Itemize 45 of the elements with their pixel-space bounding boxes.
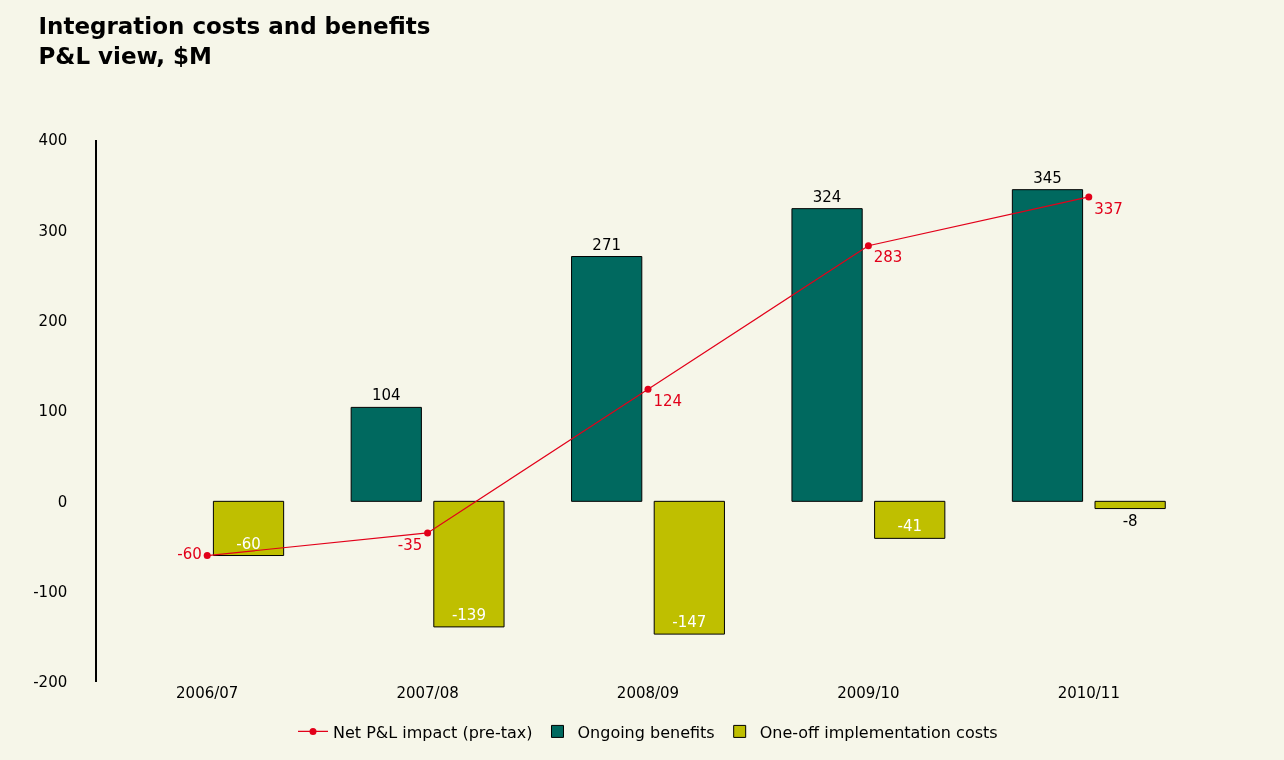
point [424,529,432,537]
y-tick-label: 300 [38,221,68,240]
x-tick-label: 2008/09 [616,684,680,702]
legend-label: Ongoing benefits [577,722,715,742]
data-label: -41 [897,517,922,536]
legend-label: One-off implementation costs [759,722,998,742]
x-tick-label: 2010/11 [1057,684,1120,702]
bar [433,500,505,628]
y-tick-label: 200 [38,311,68,330]
point [1085,193,1093,201]
chart-title: Integration costs and benefits [38,13,431,40]
data-label: -35 [397,535,423,554]
x-tick-label: 2009/10 [837,684,900,702]
y-tick-label: 400 [38,131,68,150]
data-label: 345 [1033,168,1062,187]
data-label: -147 [672,613,707,632]
y-tick-label: 0 [57,492,68,511]
bar [212,500,285,557]
data-label: 104 [371,386,401,405]
data-label: 337 [1094,199,1123,218]
legend-label: Net P&L impact (pre-tax) [333,722,533,742]
x-tick-label: 2007/08 [396,684,459,702]
bar [791,208,863,502]
y-tick-label: -200 [33,673,68,692]
bar [1011,189,1084,502]
bar [571,256,643,502]
bar [653,500,725,635]
chart-subtitle: P&L view, $M [38,43,212,70]
data-label: -8 [1122,511,1138,530]
x-tick-label: 2006/07 [176,684,239,702]
bar [874,500,946,539]
data-label: -60 [236,534,261,553]
data-label: 324 [812,187,842,206]
bar [350,406,422,502]
y-tick-label: 100 [38,402,68,421]
data-label: -60 [177,545,202,564]
data-label: 271 [592,235,621,254]
y-tick-label: -100 [33,582,68,601]
point [644,385,652,393]
data-label: 124 [653,391,683,410]
data-label: -139 [451,605,486,624]
point [203,552,211,560]
point [864,242,872,250]
data-label: 283 [873,248,903,267]
bar [1094,500,1166,510]
